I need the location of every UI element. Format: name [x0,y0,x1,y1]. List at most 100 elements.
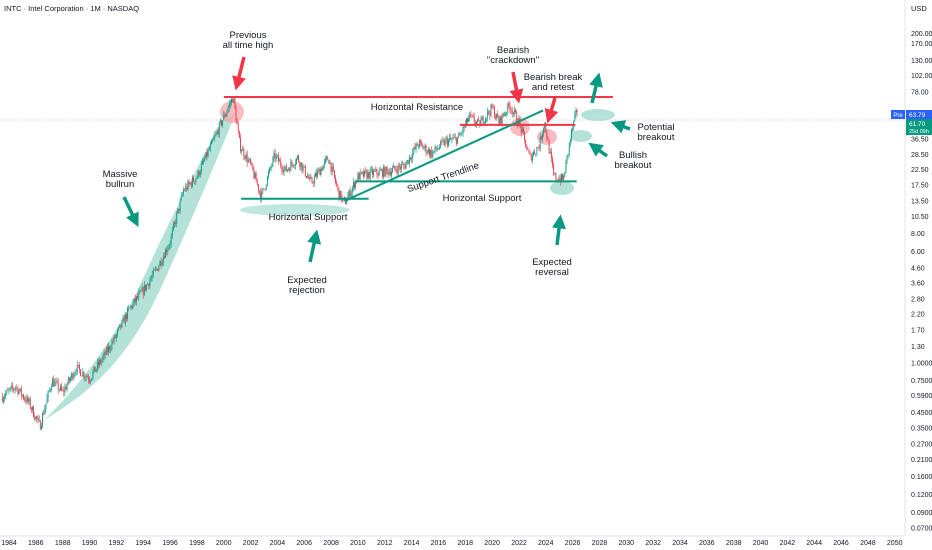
candle-body[interactable] [99,360,101,366]
candle-body[interactable] [293,165,295,167]
candle-body[interactable] [165,249,167,259]
candle-body[interactable] [171,230,173,236]
candle-body[interactable] [45,403,47,409]
candle-body[interactable] [445,138,447,140]
candle-body[interactable] [372,169,373,176]
candle-body[interactable] [316,173,317,177]
candle-body[interactable] [558,178,560,182]
candle-body[interactable] [270,167,272,169]
candle-body[interactable] [355,180,357,188]
candle-body[interactable] [58,389,60,391]
candle-body[interactable] [499,116,501,124]
candle-body[interactable] [455,137,457,144]
candle-body[interactable] [109,346,111,350]
candle-body[interactable] [386,166,388,170]
candle-body[interactable] [44,408,46,415]
candle-body[interactable] [91,378,93,381]
candle-body[interactable] [407,160,409,164]
candle-body[interactable] [396,170,398,174]
candle-body[interactable] [278,155,279,162]
candle-body[interactable] [516,112,518,122]
candle-body[interactable] [391,171,392,176]
candle-body[interactable] [273,153,275,158]
candle-body[interactable] [563,175,565,180]
candle-body[interactable] [363,171,364,177]
candle-body[interactable] [450,137,452,140]
candle-body[interactable] [83,372,85,378]
candle-body[interactable] [562,174,564,180]
candle-body[interactable] [328,160,330,164]
candle-body[interactable] [510,110,512,111]
candle-body[interactable] [437,148,439,150]
candle-body[interactable] [389,171,391,176]
candle-body[interactable] [473,116,475,123]
candle-body[interactable] [125,314,127,319]
candle-body[interactable] [221,120,222,126]
candle-body[interactable] [82,372,84,377]
candle-body[interactable] [374,170,376,172]
candle-body[interactable] [339,191,341,199]
candle-body[interactable] [432,151,434,158]
candle-body[interactable] [223,114,225,121]
candle-body[interactable] [226,111,228,115]
candle-body[interactable] [319,169,321,176]
candle-body[interactable] [52,379,54,387]
candle-body[interactable] [439,147,441,149]
candle-body[interactable] [72,373,74,379]
candle-body[interactable] [567,153,569,156]
candle-body[interactable] [550,151,552,159]
candle-body[interactable] [326,157,328,159]
candle-body[interactable] [25,399,27,402]
candle-body[interactable] [370,169,372,171]
candle-body[interactable] [74,372,76,375]
candle-body[interactable] [51,386,52,390]
candle-body[interactable] [214,135,216,138]
candle-body[interactable] [469,113,471,119]
candle-body[interactable] [301,162,303,171]
candle-body[interactable] [141,287,143,292]
candle-body[interactable] [383,166,385,177]
candle-body[interactable] [538,147,540,149]
candle-body[interactable] [19,388,21,391]
candle-body[interactable] [303,166,305,167]
candle-body[interactable] [256,181,258,185]
candle-body[interactable] [422,144,424,149]
candle-body[interactable] [194,181,196,183]
candle-body[interactable] [336,182,338,186]
candle-body[interactable] [254,173,256,179]
candle-body[interactable] [406,160,408,164]
candle-body[interactable] [526,147,528,150]
candle-body[interactable] [366,171,368,179]
candle-body[interactable] [470,113,472,116]
candle-body[interactable] [34,417,36,420]
candle-body[interactable] [546,131,548,140]
candle-body[interactable] [251,163,253,164]
candle-body[interactable] [449,137,451,140]
candle-body[interactable] [446,138,448,146]
candle-body[interactable] [403,164,405,166]
candle-body[interactable] [61,386,63,391]
candle-body[interactable] [269,167,271,173]
candle-body[interactable] [405,163,407,169]
candle-body[interactable] [200,164,202,173]
candle-body[interactable] [48,390,50,392]
candle-body[interactable] [531,155,533,161]
candle-body[interactable] [255,173,257,182]
candle-body[interactable] [153,269,155,271]
candle-body[interactable] [250,159,252,164]
candle-body[interactable] [493,107,495,118]
candle-body[interactable] [188,181,190,184]
candle-body[interactable] [357,173,359,182]
candle-body[interactable] [555,173,557,180]
candle-body[interactable] [394,165,396,170]
candle-body[interactable] [549,151,551,154]
candle-body[interactable] [276,155,278,157]
candle-body[interactable] [132,302,134,308]
candle-body[interactable] [380,169,382,171]
candle-body[interactable] [376,169,378,175]
candle-body[interactable] [311,178,313,183]
candle-body[interactable] [213,137,215,141]
candle-body[interactable] [263,188,265,189]
candle-body[interactable] [59,386,61,390]
candle-body[interactable] [71,373,73,378]
